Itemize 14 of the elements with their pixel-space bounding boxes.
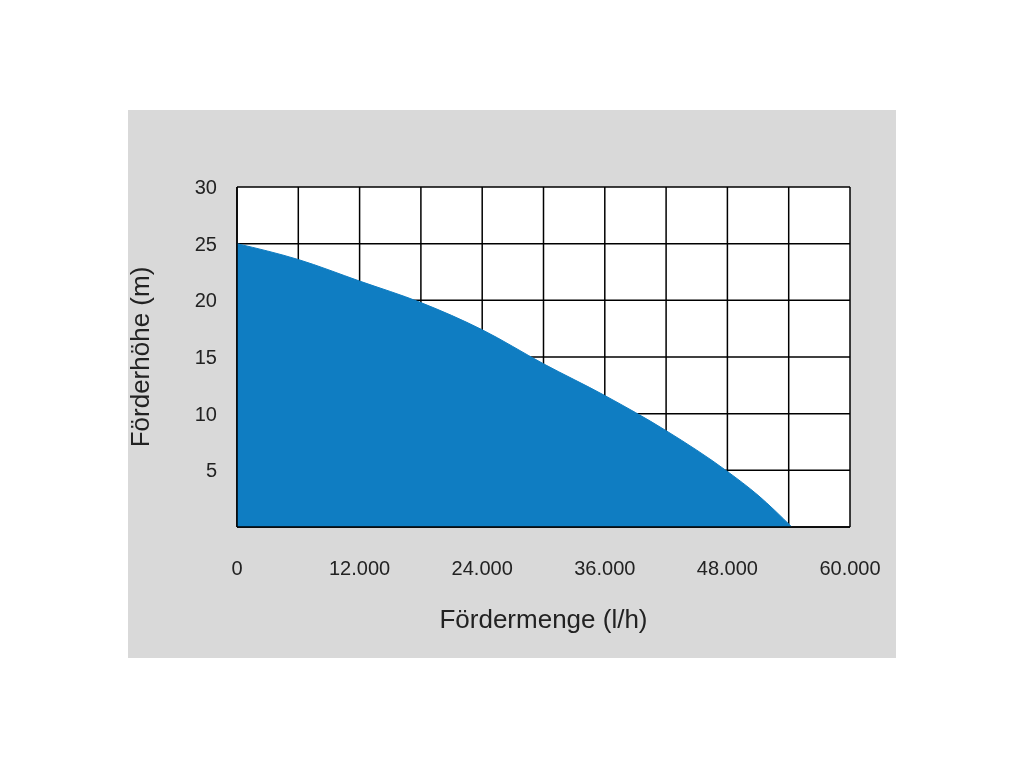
x-tick-label: 12.000 [329,557,391,579]
x-tick-label: 0 [231,557,243,579]
y-tick-label: 25 [194,232,217,255]
x-tick-label: 36.000 [574,557,636,579]
y-tick-label: 20 [194,289,217,312]
x-tick-label: 60.000 [819,557,881,579]
x-tick-label: 48.000 [696,557,758,579]
y-tick-label: 30 [194,176,217,199]
y-tick-label: 10 [194,402,217,425]
y-tick-label: 5 [205,459,217,482]
x-tick-label: 24.000 [451,557,513,579]
x-axis-title: Fördermenge (l/h) [439,604,648,634]
y-axis-title: Förderhöhe (m) [125,266,156,448]
y-tick-label: 15 [194,346,217,369]
